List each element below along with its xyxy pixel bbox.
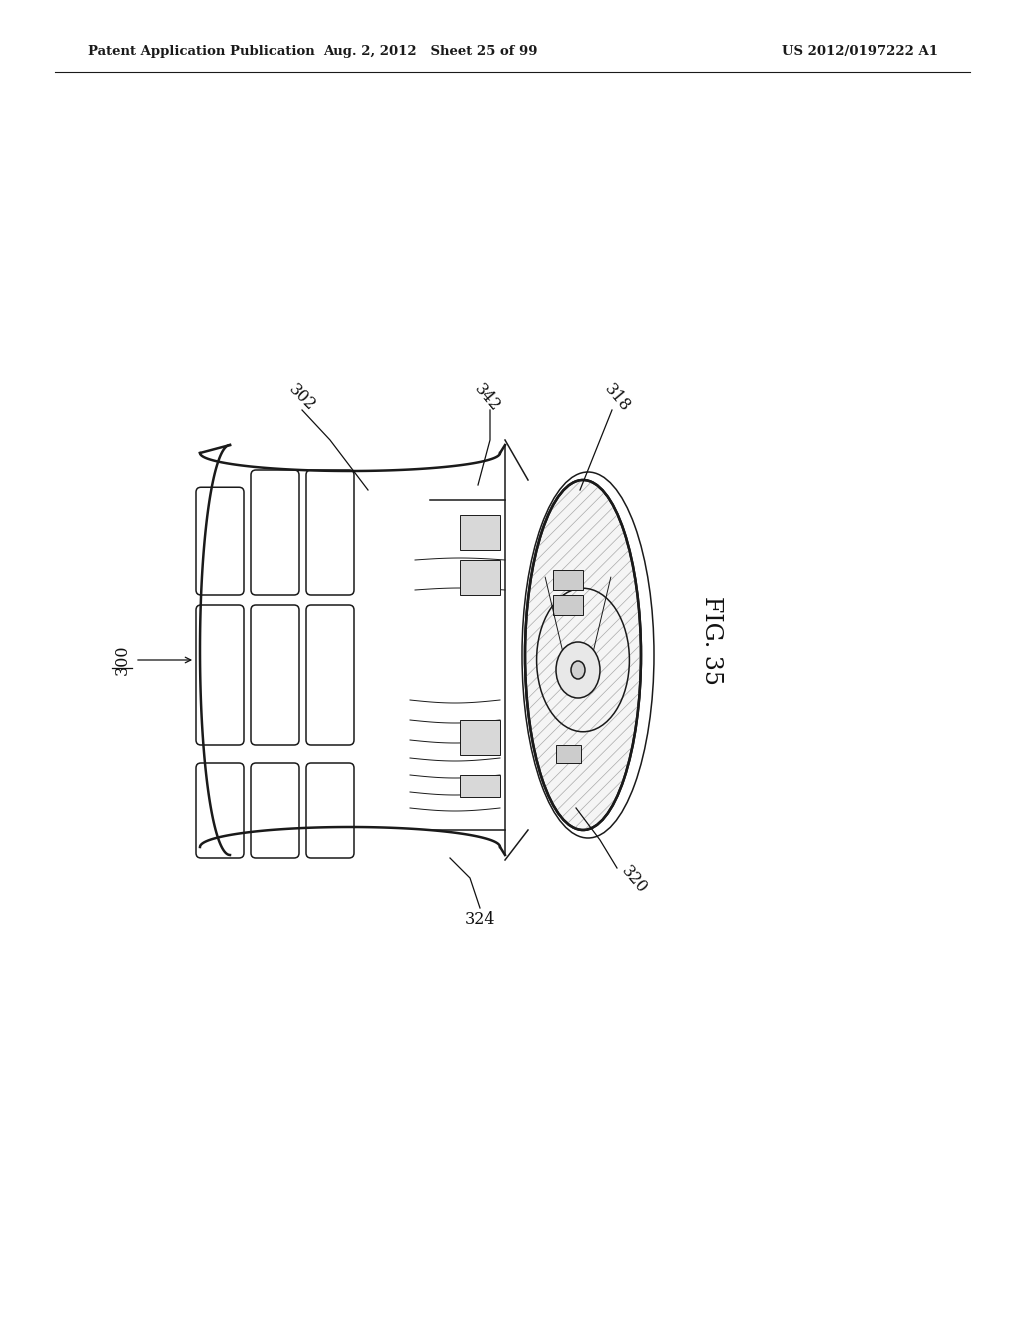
Bar xyxy=(553,570,583,590)
Text: 302: 302 xyxy=(286,381,318,414)
Bar xyxy=(460,515,500,550)
Text: 324: 324 xyxy=(465,912,496,928)
Text: FIG. 35: FIG. 35 xyxy=(700,595,723,685)
Text: Patent Application Publication: Patent Application Publication xyxy=(88,45,314,58)
Text: 320: 320 xyxy=(618,863,650,898)
Text: 342: 342 xyxy=(471,381,504,416)
Bar xyxy=(555,744,581,763)
Text: Aug. 2, 2012   Sheet 25 of 99: Aug. 2, 2012 Sheet 25 of 99 xyxy=(323,45,538,58)
Ellipse shape xyxy=(525,480,641,830)
Text: 318: 318 xyxy=(601,380,634,416)
Ellipse shape xyxy=(571,661,585,678)
Bar xyxy=(460,560,500,595)
Bar xyxy=(553,595,583,615)
Text: US 2012/0197222 A1: US 2012/0197222 A1 xyxy=(782,45,938,58)
Bar xyxy=(460,719,500,755)
Bar xyxy=(460,775,500,797)
Text: 300: 300 xyxy=(114,644,130,676)
Ellipse shape xyxy=(556,642,600,698)
